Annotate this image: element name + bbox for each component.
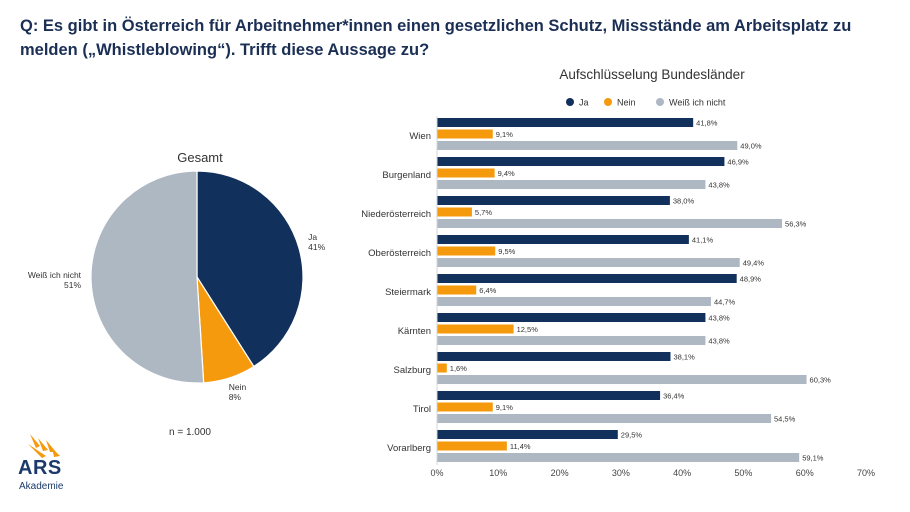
- bar-value-label: 38,0%: [673, 197, 695, 206]
- x-tick-label: 60%: [796, 468, 814, 478]
- category-label: Wien: [409, 131, 431, 142]
- bar-nein: [437, 324, 514, 334]
- pie-value-wei-ich-nicht: 51%: [64, 280, 81, 290]
- bar-value-label: 5,7%: [475, 208, 492, 217]
- bar-wei-ich-nicht: [437, 375, 807, 384]
- category-label: Steiermark: [385, 287, 431, 298]
- bar-nein: [437, 363, 447, 373]
- x-tick-label: 70%: [857, 468, 875, 478]
- bar-wei-ich-nicht: [437, 453, 800, 462]
- category-label: Oberösterreich: [368, 248, 431, 259]
- bar-value-label: 46,9%: [727, 158, 749, 167]
- bar-wei-ich-nicht: [437, 414, 772, 423]
- pie-value-ja: 41%: [308, 242, 325, 252]
- bar-ja: [437, 157, 725, 166]
- bar-ja: [437, 352, 671, 361]
- legend-label-nein: Nein: [617, 98, 636, 108]
- bar-ja: [437, 235, 689, 244]
- category-label: Salzburg: [394, 365, 432, 376]
- category-label: Kärnten: [398, 326, 431, 337]
- bar-wei-ich-nicht: [437, 219, 783, 228]
- pie-label-wei-ich-nicht: Weiß ich nicht: [28, 270, 82, 280]
- bar-value-label: 9,1%: [496, 403, 513, 412]
- pie-title: Gesamt: [177, 150, 223, 165]
- bar-value-label: 29,5%: [621, 431, 643, 440]
- bar-nein: [437, 441, 507, 451]
- bar-value-label: 48,9%: [740, 275, 762, 284]
- bar-value-label: 49,4%: [743, 259, 765, 268]
- category-label: Niederösterreich: [361, 209, 431, 220]
- bar-wei-ich-nicht: [437, 258, 740, 267]
- bar-value-label: 41,1%: [692, 236, 714, 245]
- x-tick-label: 30%: [612, 468, 630, 478]
- pie-label-ja: Ja: [308, 232, 317, 242]
- x-tick-label: 0%: [430, 468, 443, 478]
- legend-marker-ja: [566, 98, 574, 106]
- bar-wei-ich-nicht: [437, 336, 706, 345]
- bar-ja: [437, 313, 706, 322]
- legend-marker-nein: [604, 98, 612, 106]
- bar-value-label: 12,5%: [517, 325, 539, 334]
- logo-subtitle: Akademie: [19, 481, 64, 492]
- bar-nein: [437, 129, 493, 139]
- category-label: Burgenland: [382, 170, 431, 181]
- bar-value-label: 11,4%: [510, 442, 531, 451]
- bar-value-label: 44,7%: [714, 298, 736, 307]
- bar-nein: [437, 285, 477, 295]
- bar-wei-ich-nicht: [437, 297, 711, 306]
- question-title: Q: Es gibt in Österreich für Arbeitnehme…: [20, 17, 852, 59]
- pie-slice-wei-ich-nicht: [90, 170, 205, 384]
- bar-ja: [437, 430, 618, 439]
- bar-ja: [437, 274, 737, 283]
- bar-value-label: 41,8%: [696, 119, 718, 128]
- bar-value-label: 9,5%: [498, 247, 515, 256]
- bar-value-label: 56,3%: [785, 220, 807, 229]
- bar-value-label: 49,0%: [740, 142, 762, 151]
- sample-size-note: n = 1.000: [169, 427, 211, 438]
- bar-value-label: 43,8%: [708, 314, 730, 323]
- bar-ja: [437, 391, 661, 400]
- x-tick-label: 10%: [489, 468, 507, 478]
- pie-value-nein: 8%: [229, 392, 242, 402]
- bar-value-label: 60,3%: [810, 376, 832, 385]
- bar-value-label: 54,5%: [774, 415, 796, 424]
- bar-nein: [437, 207, 472, 217]
- bar-value-label: 1,6%: [450, 364, 467, 373]
- pie-label-nein: Nein: [229, 382, 247, 392]
- bar-value-label: 9,4%: [498, 169, 515, 178]
- bar-value-label: 38,1%: [673, 353, 695, 362]
- legend-marker-wei-ich-nicht: [656, 98, 664, 106]
- bar-ja: [437, 118, 694, 127]
- bar-chart-title: Aufschlüsselung Bundesländer: [559, 67, 745, 82]
- ars-logo-icon: [28, 434, 60, 458]
- x-tick-label: 20%: [551, 468, 569, 478]
- bar-value-label: 43,8%: [708, 337, 730, 346]
- bar-wei-ich-nicht: [437, 180, 706, 189]
- bar-value-label: 43,8%: [708, 181, 730, 190]
- bar-value-label: 9,1%: [496, 130, 513, 139]
- legend-label-wei-ich-nicht: Weiß ich nicht: [669, 98, 726, 108]
- x-tick-label: 50%: [734, 468, 752, 478]
- bar-nein: [437, 402, 493, 412]
- bar-ja: [437, 196, 670, 205]
- x-tick-label: 40%: [673, 468, 691, 478]
- legend-label-ja: Ja: [579, 98, 589, 108]
- bar-wei-ich-nicht: [437, 141, 738, 150]
- bar-value-label: 59,1%: [802, 454, 824, 463]
- bar-value-label: 36,4%: [663, 392, 685, 401]
- bar-value-label: 6,4%: [479, 286, 496, 295]
- logo-name: ARS: [18, 457, 62, 479]
- category-label: Tirol: [413, 404, 431, 415]
- bar-nein: [437, 168, 495, 178]
- category-label: Vorarlberg: [387, 443, 431, 454]
- bar-nein: [437, 246, 496, 256]
